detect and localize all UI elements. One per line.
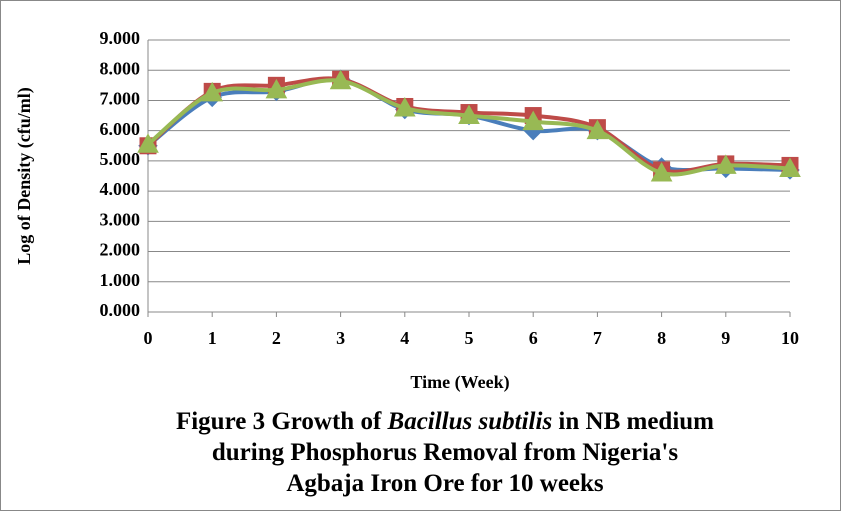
marker (393, 96, 416, 117)
y-tick-label: 9.000 (100, 28, 141, 48)
title-part: Agbaja Iron Ore for 10 weeks (286, 470, 604, 497)
x-tick-label: 4 (400, 328, 409, 348)
y-tick-label: 5.000 (100, 149, 141, 169)
x-tick-label: 2 (272, 328, 281, 348)
x-tick-label: 6 (529, 328, 538, 348)
y-tick-label: 1.000 (100, 270, 141, 290)
marker (329, 69, 352, 90)
marker (458, 104, 480, 125)
x-tick-label: 0 (144, 328, 153, 348)
x-tick-label: 9 (721, 328, 730, 348)
marker (586, 119, 609, 140)
marker (522, 110, 545, 131)
series-line (146, 78, 791, 177)
marker (201, 81, 224, 102)
marker (265, 78, 288, 99)
marker (137, 133, 159, 153)
y-axis-label: Log of Density (cfu/ml) (14, 87, 35, 264)
x-tick-label: 10 (781, 328, 799, 348)
y-tick-label: 0.000 (100, 300, 141, 320)
marker (779, 157, 801, 177)
x-tick-label: 3 (336, 328, 345, 348)
chart-title: Figure 3 Growth of Bacillus subtilis in … (40, 406, 843, 499)
x-tick-label: 1 (208, 328, 217, 348)
title-part: during Phosphorus Removal from Nigeria's (211, 439, 679, 466)
y-tick-label: 4.000 (100, 179, 141, 199)
y-tick-label: 2.000 (100, 240, 141, 260)
y-tick-label: 6.000 (100, 119, 141, 139)
marker (650, 161, 673, 182)
y-tick-label: 8.000 (100, 58, 141, 78)
x-axis-label: Time (Week) (410, 372, 509, 393)
x-tick-label: 5 (465, 328, 474, 348)
y-tick-label: 7.000 (100, 89, 141, 109)
title-part: in NB medium (552, 408, 715, 435)
x-tick-label: 7 (593, 328, 602, 348)
title-part: Figure 3 Growth of (175, 408, 388, 435)
marker (714, 154, 737, 174)
x-tick-label: 8 (657, 328, 666, 348)
y-tick-label: 3.000 (100, 209, 141, 229)
title-part: Bacillus subtilis (387, 408, 553, 435)
